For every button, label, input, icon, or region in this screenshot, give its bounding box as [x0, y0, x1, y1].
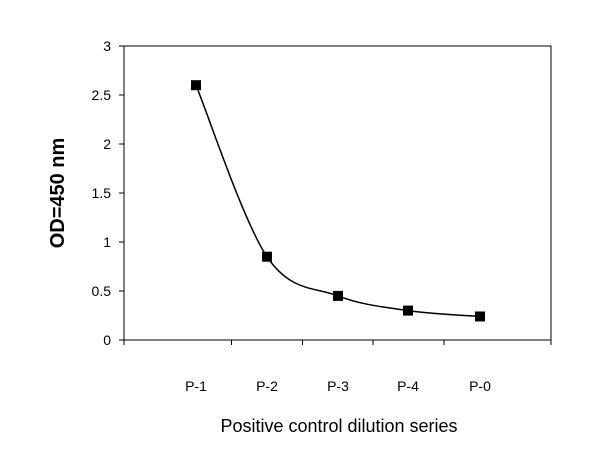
- x-axis-label: Positive control dilution series: [220, 416, 457, 436]
- y-tick-label: 2: [103, 136, 111, 152]
- data-point: [333, 290, 343, 301]
- data-point: [403, 305, 413, 316]
- y-tick-label: 1.5: [92, 185, 112, 201]
- data-point: [262, 251, 272, 262]
- y-tick-label: 0: [103, 332, 111, 348]
- data-point: [191, 80, 201, 91]
- data-points: [191, 80, 485, 322]
- x-tick-label: P-2: [256, 378, 278, 394]
- x-axis: P-1 P-2 P-3 P-4 P-0: [123, 340, 552, 394]
- series-line: [195, 84, 481, 318]
- y-tick-label: 3: [103, 38, 111, 54]
- y-tick-label: 0.5: [92, 283, 112, 299]
- x-tick-label: P-4: [397, 378, 419, 394]
- y-tick-label: 2.5: [92, 87, 112, 103]
- x-tick-label: P-3: [327, 378, 349, 394]
- y-axis-label: OD=450 nm: [47, 138, 69, 249]
- x-tick-label: P-1: [185, 378, 207, 394]
- x-tick-label: P-0: [469, 378, 491, 394]
- data-point: [475, 311, 485, 322]
- y-axis: 0 0.5 1 1.5 2 2.5 3: [92, 38, 124, 348]
- y-tick-label: 1: [103, 234, 111, 250]
